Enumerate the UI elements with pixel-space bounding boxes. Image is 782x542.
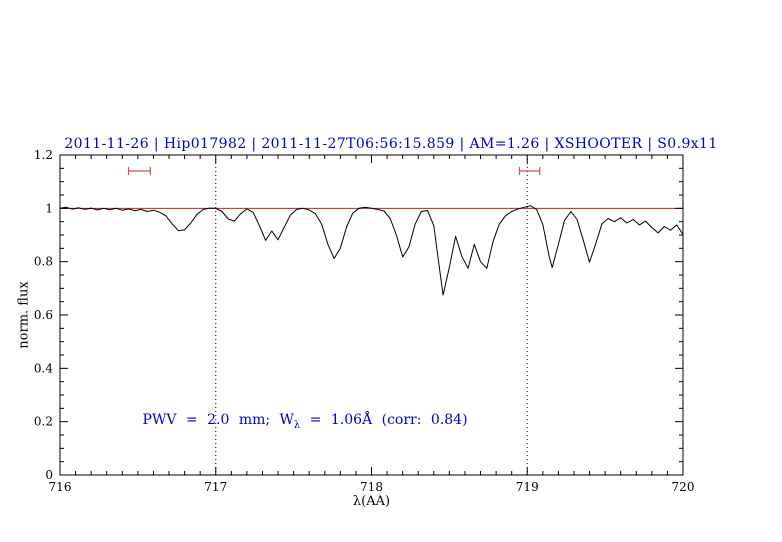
plot-title: 2011-11-26 | Hip017982 | 2011-11-27T06:5…: [64, 136, 718, 152]
y-tick-label: 0: [45, 468, 53, 482]
spectrum-line: [59, 205, 684, 296]
pwv-annotation-prefix: PWV = 2.0 mm; W: [142, 411, 294, 428]
x-tick-label: 720: [672, 480, 695, 494]
plot-frame: [59, 154, 684, 476]
pwv-annotation: PWV = 2.0 mm; Wλ = 1.06Å (corr: 0.84): [143, 412, 468, 431]
y-tick-label: 1: [45, 201, 53, 215]
x-tick-label: 717: [204, 480, 227, 494]
y-tick-label: 0.8: [34, 255, 53, 269]
y-tick-label: 0.4: [34, 361, 53, 375]
y-tick-label: 0.6: [34, 308, 53, 322]
y-tick-label: 1.2: [34, 148, 53, 162]
x-tick-label: 716: [49, 480, 72, 494]
y-tick-label: 0.2: [34, 415, 53, 429]
pwv-annotation-suffix: = 1.06Å (corr: 0.84): [300, 411, 468, 428]
pwv-annotation-subscript: λ: [293, 419, 301, 431]
x-tick-label: 718: [360, 480, 383, 494]
x-axis-label: λ(AA): [352, 494, 391, 509]
x-tick-label: 719: [516, 480, 539, 494]
